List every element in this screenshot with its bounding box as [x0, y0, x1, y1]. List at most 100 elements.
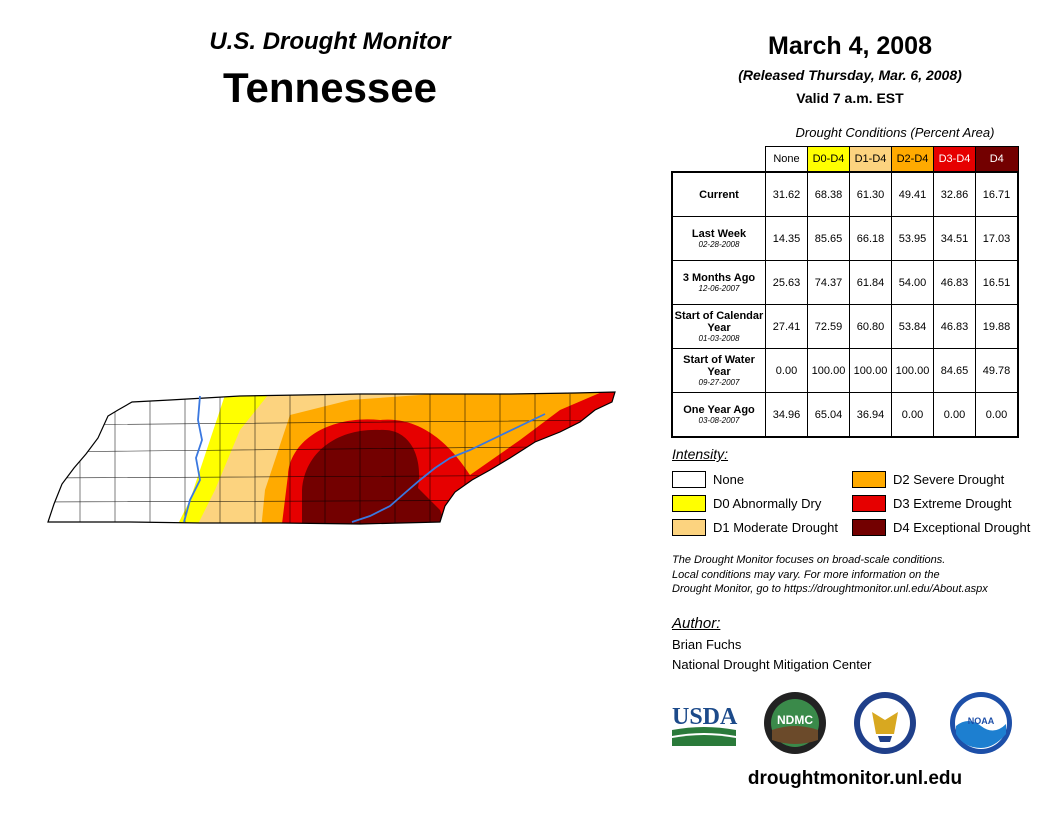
table-cell: 60.80 [849, 304, 892, 349]
table-row: Current 31.62 68.38 61.30 49.41 32.86 16.71 [671, 171, 1019, 217]
table-cell: 0.00 [975, 392, 1019, 438]
table-cell: 85.65 [807, 216, 850, 261]
website-url: droughtmonitor.unl.edu [747, 768, 963, 789]
legend-swatch [852, 471, 886, 488]
svg-text:NOAA: NOAA [968, 716, 995, 726]
row-label-text: One Year Ago [683, 403, 755, 416]
table-cell: 34.96 [765, 392, 808, 438]
row-label: One Year Ago 03-08-2007 [671, 392, 766, 438]
row-label-text: Last Week [691, 227, 747, 240]
table-cell: 74.37 [807, 260, 850, 305]
map-title: U.S. Drought Monitor [209, 28, 451, 55]
row-label-text: Start of Calendar Year [674, 309, 764, 334]
table-row: Start of Calendar Year 01-03-2008 27.41 72.… [671, 304, 1019, 349]
col-header: D1-D4 [849, 146, 892, 173]
row-date: 03-08-2007 [698, 415, 740, 425]
legend-item: D3 Extreme Drought [852, 495, 1012, 512]
author-title: Author: [672, 615, 721, 632]
table-cell: 16.71 [975, 171, 1019, 217]
note-line: Local conditions may vary. For more info… [672, 568, 940, 581]
table-row: Last Week 02-28-2008 14.35 85.65 66.18 53.95 3… [671, 216, 1019, 261]
table-corner [672, 147, 766, 173]
col-header: D0-D4 [807, 146, 850, 173]
table-cell: 54.00 [891, 260, 934, 305]
table-cell: 46.83 [933, 304, 976, 349]
legend-item: D1 Moderate Drought [672, 519, 838, 536]
noaa-logo: NOAA [950, 692, 1012, 754]
row-date: 02-28-2008 [698, 239, 740, 249]
county-lines [48, 394, 615, 524]
table-row: One Year Ago 03-08-2007 34.96 65.04 36.94 0.0… [671, 392, 1019, 438]
legend-swatch [672, 495, 706, 512]
table-cell: 25.63 [765, 260, 808, 305]
table-cell: 36.94 [849, 392, 892, 438]
legend-label: D4 Exceptional Drought [893, 520, 1031, 535]
table-row: Start of Water Year 09-27-2007 0.00 100.00 1… [671, 348, 1019, 393]
conditions-body: Current 31.62 68.38 61.30 49.41 32.86 16.71 Las… [671, 171, 1019, 438]
svg-text:USDA: USDA [672, 704, 738, 730]
table-cell: 61.30 [849, 171, 892, 217]
col-header: D3-D4 [933, 146, 976, 173]
legend-label: D2 Severe Drought [893, 472, 1005, 487]
map-date: March 4, 2008 [768, 32, 932, 60]
conditions-caption: Drought Conditions (Percent Area) [795, 125, 995, 140]
table-cell: 68.38 [807, 171, 850, 217]
legend-swatch [672, 519, 706, 536]
table-cell: 16.51 [975, 260, 1019, 305]
legend-item: None [672, 471, 744, 488]
row-date: 09-27-2007 [698, 377, 740, 387]
row-label-text: Start of Water Year [683, 353, 755, 378]
commerce-seal-logo [854, 692, 916, 754]
author-name: Brian Fuchs [672, 637, 742, 652]
release-date: (Released Thursday, Mar. 6, 2008) [738, 67, 962, 83]
legend-label: D1 Moderate Drought [713, 520, 839, 535]
table-cell: 49.41 [891, 171, 934, 217]
state-name: Tennessee [223, 64, 437, 111]
table-row: 3 Months Ago 12-06-2007 25.63 74.37 61.84 54.… [671, 260, 1019, 305]
table-cell: 17.03 [975, 216, 1019, 261]
state-outline [47, 391, 616, 525]
tennessee-drought-map [47, 391, 616, 525]
table-cell: 100.00 [849, 348, 892, 393]
legend-item: D2 Severe Drought [852, 471, 1004, 488]
row-label-text: 3 Months Ago [682, 271, 756, 284]
legend-swatch [852, 519, 886, 536]
row-label: Start of Water Year 09-27-2007 [671, 348, 766, 393]
legend-swatch [852, 495, 886, 512]
note-line: The Drought Monitor focuses on broad-sca… [672, 554, 946, 566]
note-line: Drought Monitor, go to https://droughtmo… [672, 583, 988, 595]
row-date: 12-06-2007 [698, 283, 740, 293]
drought-monitor-note: The Drought Monitor focuses on broad-sca… [672, 553, 1052, 597]
table-cell: 32.86 [933, 171, 976, 217]
table-cell: 46.83 [933, 260, 976, 305]
author-org: National Drought Mitigation Center [672, 657, 872, 672]
table-cell: 0.00 [933, 392, 976, 438]
row-label: Last Week 02-28-2008 [671, 216, 766, 261]
ndmc-logo: NDMC [764, 692, 826, 754]
drought-conditions-table: None D0-D4 D1-D4 D2-D4 D3-D4 D4 Current 3… [671, 146, 1019, 438]
valid-time: Valid 7 a.m. EST [796, 90, 904, 106]
usda-logo: USDA [672, 704, 738, 746]
table-cell: 100.00 [807, 348, 850, 393]
table-cell: 14.35 [765, 216, 808, 261]
legend-label: D3 Extreme Drought [893, 496, 1012, 511]
row-label: Current [671, 171, 766, 217]
table-cell: 49.78 [975, 348, 1019, 393]
table-cell: 0.00 [765, 348, 808, 393]
row-date: 01-03-2008 [698, 333, 740, 343]
legend-item: D4 Exceptional Drought [852, 519, 1030, 536]
table-cell: 53.84 [891, 304, 934, 349]
tennessee-river-west [183, 395, 203, 523]
col-header: D4 [975, 146, 1019, 173]
row-label-text: Current [699, 188, 739, 201]
table-cell: 66.18 [849, 216, 892, 261]
col-header: None [765, 146, 808, 173]
row-label: Start of Calendar Year 01-03-2008 [671, 304, 766, 349]
tennessee-river-east [351, 413, 546, 523]
table-cell: 31.62 [765, 171, 808, 217]
table-cell: 84.65 [933, 348, 976, 393]
table-cell: 100.00 [891, 348, 934, 393]
legend-title: Intensity: [672, 446, 729, 462]
zone-d4 [302, 429, 452, 524]
legend-label: D0 Abnormally Dry [713, 496, 822, 511]
